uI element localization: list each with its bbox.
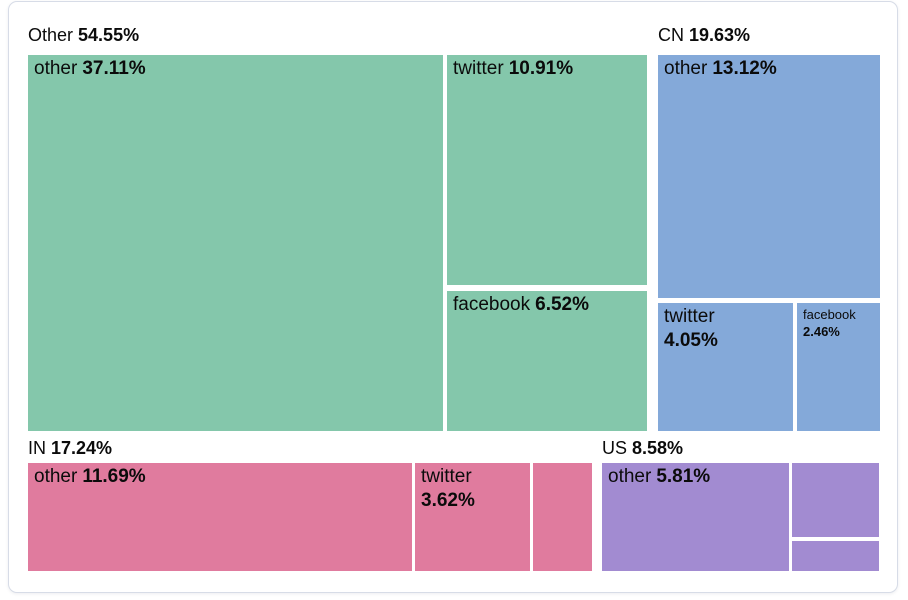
cell-label: other (608, 466, 652, 487)
treemap-group-header-other: Other 54.55% (28, 24, 139, 46)
treemap-cell-in-twitter[interactable]: twitter 3.62% (415, 463, 530, 571)
cell-value: 2.46% (803, 324, 840, 339)
group-value: 19.63% (689, 25, 751, 45)
treemap-cell-other-other[interactable]: other 37.11% (28, 55, 443, 431)
group-value: 8.58% (632, 438, 684, 458)
cell-label: twitter (453, 58, 504, 79)
treemap-cell-cn-other[interactable]: other 13.12% (658, 55, 880, 298)
cell-value: 13.12% (712, 58, 777, 79)
treemap-group-header-in: IN 17.24% (28, 437, 112, 459)
cell-value: 3.62% (421, 490, 475, 511)
treemap-cell-other-facebook[interactable]: facebook 6.52% (447, 291, 647, 431)
cell-label: other (34, 466, 78, 487)
treemap-cell-in-other[interactable]: other 11.69% (28, 463, 412, 571)
treemap-cell-cn-twitter[interactable]: twitter 4.05% (658, 303, 793, 431)
cell-value: 37.11% (82, 58, 146, 79)
cell-label: facebook (803, 307, 856, 322)
treemap-group-header-us: US 8.58% (602, 437, 683, 459)
group-value: 17.24% (51, 438, 113, 458)
cell-label: twitter (664, 306, 715, 327)
treemap-cell-cn-facebook[interactable]: facebook 2.46% (797, 303, 880, 431)
group-label: US (602, 438, 628, 458)
cell-label: other (664, 58, 708, 79)
cell-label: twitter (421, 466, 472, 487)
cell-value: 5.81% (656, 466, 711, 487)
cell-value: 6.52% (535, 294, 589, 315)
cell-label: facebook (453, 294, 531, 315)
treemap-cell-in-unlabeled[interactable] (533, 463, 592, 571)
treemap-cell-us-unlabeled-2[interactable] (792, 541, 879, 571)
group-label: Other (28, 25, 74, 45)
group-label: CN (658, 25, 684, 45)
cell-value: 11.69% (82, 466, 146, 487)
treemap-cell-us-other[interactable]: other 5.81% (602, 463, 789, 571)
cell-value: 10.91% (508, 58, 574, 79)
cell-value: 4.05% (664, 330, 718, 351)
treemap-cell-other-twitter[interactable]: twitter 10.91% (447, 55, 647, 285)
cell-label: other (34, 58, 78, 79)
group-label: IN (28, 438, 46, 458)
treemap-group-header-cn: CN 19.63% (658, 24, 750, 46)
group-value: 54.55% (78, 25, 140, 45)
treemap-cell-us-unlabeled-1[interactable] (792, 463, 879, 537)
